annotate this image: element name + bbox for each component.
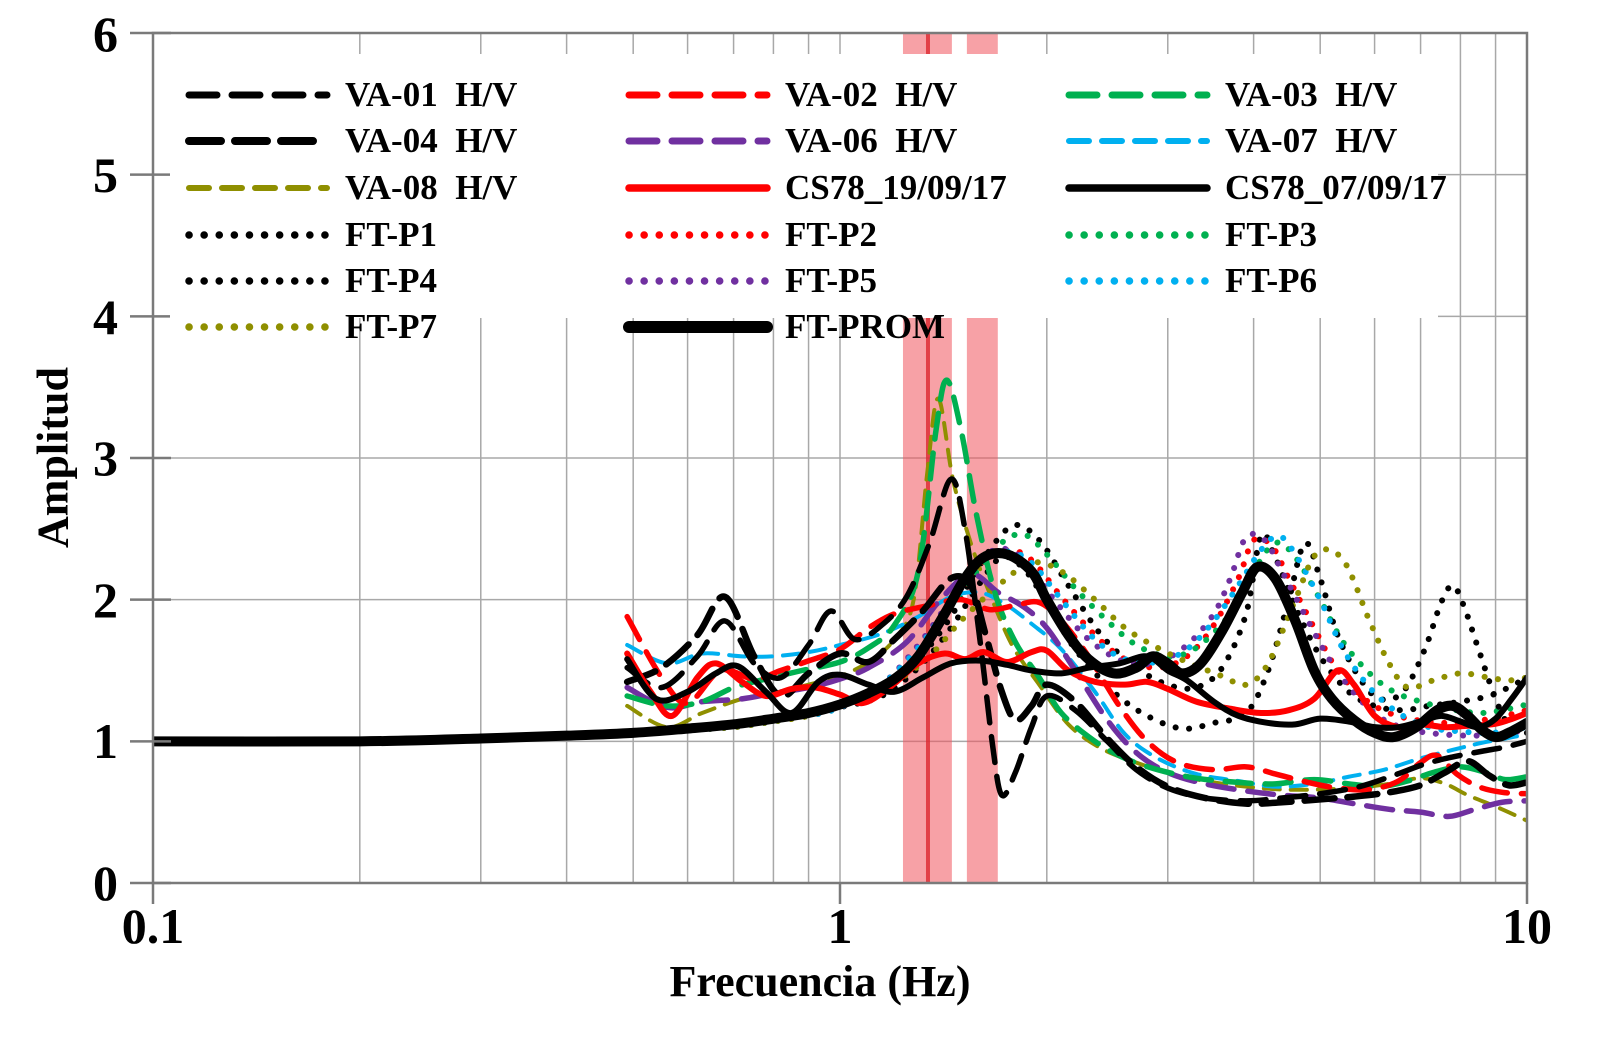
legend-marker-solid-line xyxy=(1065,184,1211,192)
legend-label: VA-02 H/V xyxy=(785,75,958,114)
x-axis-title: Frecuencia (Hz) xyxy=(669,957,971,1006)
legend-marker-dashed-line xyxy=(1065,91,1211,99)
legend-marker-solid-line xyxy=(623,321,773,333)
legend-label: FT-P3 xyxy=(1225,215,1318,254)
series-ft-p6 xyxy=(153,532,1527,745)
series-va-01-h-v xyxy=(624,476,1527,804)
legend-label: VA-08 H/V xyxy=(345,168,518,207)
series-va-08-h-v xyxy=(625,396,1527,823)
legend-label: VA-01 H/V xyxy=(345,75,518,114)
legend-marker-dashed-line xyxy=(1066,138,1210,144)
y-tick-1: 1 xyxy=(93,713,118,769)
legend-label: VA-03 H/V xyxy=(1225,75,1398,114)
y-tick-4: 4 xyxy=(93,289,118,345)
series-ft-p1 xyxy=(153,522,1527,745)
legend-marker-dotted-line xyxy=(185,323,331,331)
legend-marker-solid-line xyxy=(625,184,771,192)
legend-label: FT-P1 xyxy=(345,215,438,254)
legend-label: FT-P5 xyxy=(785,261,878,300)
x-tick-1: 1 xyxy=(827,898,853,954)
legend-label: VA-07 H/V xyxy=(1225,121,1398,160)
legend-marker-dashed-line xyxy=(185,91,331,99)
legend-label: FT-PROM xyxy=(785,307,946,346)
legend-label: VA-04 H/V xyxy=(345,121,518,160)
legend-marker-dotted-line xyxy=(185,277,331,285)
legend-label: FT-P7 xyxy=(345,307,438,346)
y-tick-2: 2 xyxy=(93,572,118,628)
series-ft-p7 xyxy=(153,546,1527,745)
legend-marker-dashed-line xyxy=(625,91,771,99)
x-tick-0p1: 0.1 xyxy=(121,898,185,954)
x-tick-10: 10 xyxy=(1502,898,1552,954)
legend-label: CS78_19/09/17 xyxy=(785,168,1007,207)
legend-marker-dotted-line xyxy=(1065,277,1211,285)
y-tick-0: 0 xyxy=(93,855,118,911)
y-tick-3: 3 xyxy=(93,430,118,486)
y-tick-6: 6 xyxy=(93,6,118,62)
legend-marker-dotted-line xyxy=(1065,231,1211,239)
series-ft-prom xyxy=(153,548,1527,747)
y-tick-5: 5 xyxy=(93,147,118,203)
legend: VA-01 H/V VA-04 H/V VA-08 H/V FT-P1 FT-P4 FT-… xyxy=(170,54,1447,346)
legend-marker-dotted-line xyxy=(625,231,771,239)
y-axis-title: Amplitud xyxy=(28,367,78,548)
legend-marker-dotted-line xyxy=(185,231,331,239)
legend-label: VA-06 H/V xyxy=(785,121,958,160)
axis-ticks xyxy=(130,31,1529,904)
data-series xyxy=(153,377,1527,823)
legend-label: FT-P6 xyxy=(1225,261,1318,300)
legend-marker-dotted-line xyxy=(625,277,771,285)
legend-marker-dashed-line xyxy=(185,137,331,145)
legend-label: FT-P4 xyxy=(345,261,438,300)
legend-label: FT-P2 xyxy=(785,215,878,254)
legend-marker-dashed-line xyxy=(186,185,330,191)
legend-label: CS78_07/09/17 xyxy=(1225,168,1447,207)
legend-marker-dashed-line xyxy=(625,137,771,145)
